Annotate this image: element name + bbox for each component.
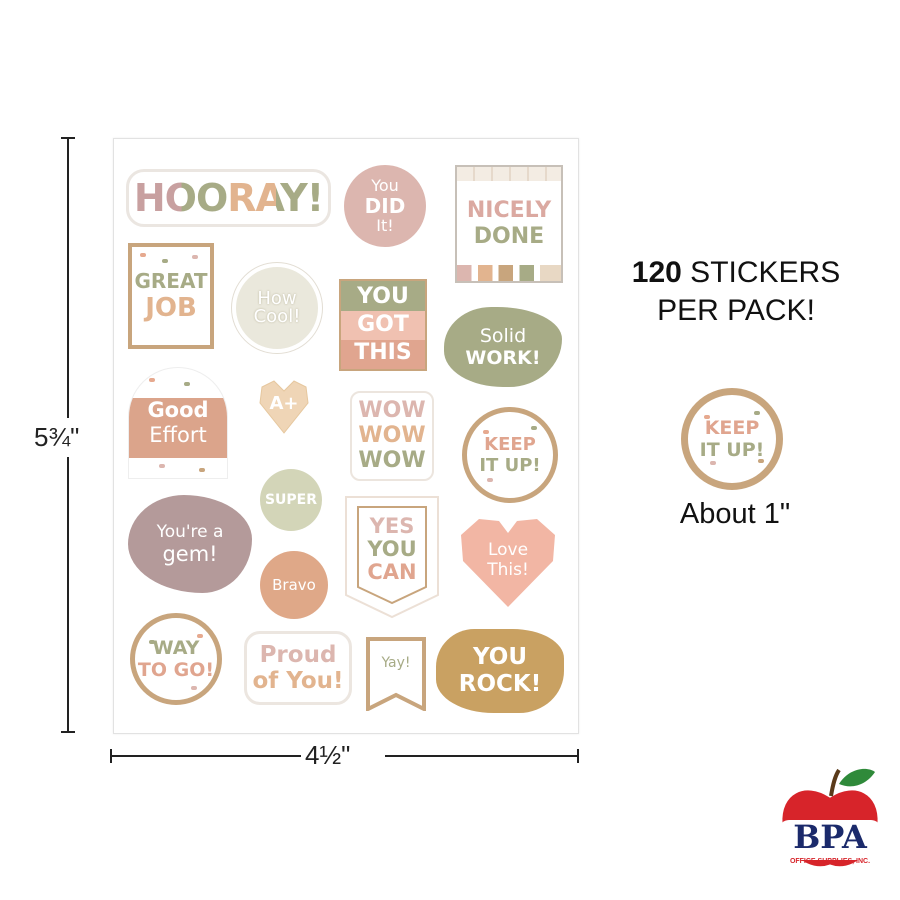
sample-size-label: About 1": [679, 498, 791, 530]
heart-shape-icon: [259, 380, 309, 434]
sticker-a-plus: A+: [258, 379, 310, 435]
sticker-solid-work-line1: Solid: [479, 324, 527, 347]
sticker-super: SUPER: [260, 469, 322, 531]
sticker-way-to-go: WAY TO GO!: [130, 613, 222, 705]
sticker-wow: WOW WOW WOW: [350, 391, 434, 481]
sticker-a-plus-text: A+: [269, 393, 299, 414]
sticker-youre-a-gem-line2: gem!: [162, 541, 218, 566]
pennant-shape-icon: [345, 496, 439, 619]
sample-sticker-keep-it-up: KEEP IT UP!: [681, 388, 783, 490]
pack-info-line1-rest: STICKERS: [681, 256, 841, 289]
sticker-you-did-it-line3: It!: [376, 216, 394, 235]
logo-name: BPA: [793, 818, 867, 856]
sticker-good-effort-line2: Effort: [149, 423, 207, 447]
sticker-yes-you-can-line2: YOU: [367, 537, 417, 562]
sticker-good-effort: Good Effort: [128, 367, 228, 479]
sticker-keep-it-up-line1: KEEP: [484, 433, 536, 455]
pack-count: 120: [631, 256, 682, 289]
sample-sticker-line1: KEEP: [704, 416, 760, 439]
sticker-proud-of-you: Proud of You!: [244, 631, 352, 705]
width-dimension-cap-right: [577, 749, 579, 763]
sticker-yes-you-can-line1: YES: [369, 514, 415, 538]
sticker-wow-line1: WOW: [358, 398, 426, 423]
sticker-nicely-done: NICELY DONE: [455, 165, 563, 283]
sticker-super-text: SUPER: [264, 492, 318, 508]
sticker-solid-work: Solid WORK!: [444, 307, 562, 387]
sticker-how-cool: How Cool!: [232, 263, 322, 353]
sticker-solid-work-line2: WORK!: [465, 346, 541, 369]
sticker-keep-it-up: KEEP IT UP!: [462, 407, 558, 503]
sticker-proud-of-you-line2: of You!: [252, 667, 344, 694]
sticker-hooray-text: HOORAY!: [133, 176, 324, 220]
height-dimension-cap-top: [61, 137, 75, 139]
sticker-love-this-line1: Love: [487, 540, 529, 560]
sticker-way-to-go-line2: TO GO!: [137, 658, 215, 681]
pack-info: 120 STICKERS PER PACK!: [606, 254, 866, 329]
sticker-you-got-this-line3: THIS: [354, 340, 412, 365]
sticker-great-job-line1: GREAT: [134, 269, 208, 293]
sample-sticker-line2: IT UP!: [699, 438, 765, 461]
sticker-you-rock-line1: YOU: [472, 644, 528, 670]
sticker-keep-it-up-line2: IT UP!: [479, 454, 541, 476]
sticker-hooray: HOORAY!: [126, 169, 331, 227]
sticker-way-to-go-line1: WAY: [152, 636, 200, 659]
sticker-you-rock-line2: ROCK!: [458, 671, 542, 697]
sticker-bravo: Bravo: [260, 551, 328, 619]
pennant-shape-icon: [366, 637, 426, 713]
sticker-how-cool-line2: Cool!: [253, 306, 301, 327]
sticker-yes-you-can-line3: CAN: [367, 560, 417, 585]
sticker-youre-a-gem-line1: You're a: [156, 521, 224, 542]
sticker-wow-line2: WOW: [358, 423, 426, 448]
sticker-love-this: Love This!: [459, 515, 557, 609]
sticker-you-rock: YOU ROCK!: [436, 629, 564, 713]
logo-subtitle: OFFICE SUPPLIES, INC.: [789, 858, 871, 865]
width-dimension-line-left: [111, 755, 301, 757]
apple-logo-icon: [779, 768, 881, 870]
height-label: 5¾": [34, 418, 80, 457]
sticker-wow-line3: WOW: [358, 448, 426, 473]
sticker-you-got-this: YOU GOT THIS: [339, 279, 427, 371]
pack-info-line1: 120 STICKERS: [606, 254, 866, 292]
sticker-you-got-this-line2: GOT: [357, 312, 409, 337]
sticker-bravo-text: Bravo: [272, 575, 316, 594]
heart-shape-icon: [461, 519, 555, 607]
sticker-nicely-done-line1: NICELY: [466, 198, 552, 223]
sticker-nicely-done-line2: DONE: [473, 224, 545, 249]
sticker-good-effort-line1: Good: [147, 398, 209, 422]
sticker-you-did-it-line2: DID: [364, 194, 406, 218]
sticker-great-job-line2: JOB: [145, 293, 197, 323]
width-label: 4½": [305, 740, 351, 771]
sticker-you-did-it-line1: You: [371, 176, 399, 195]
sticker-great-job: GREAT JOB: [128, 243, 214, 349]
sticker-yay: Yay!: [366, 637, 426, 713]
sticker-love-this-line2: This!: [487, 559, 529, 580]
sticker-sheet: HOORAY! You DID It! NICELY DONE GREAT JO…: [113, 138, 579, 734]
sticker-how-cool-line1: How: [257, 288, 297, 309]
sticker-yes-you-can: YES YOU CAN: [344, 495, 440, 619]
sticker-youre-a-gem: You're a gem!: [128, 495, 252, 593]
sticker-yay-text: Yay!: [381, 655, 411, 671]
pack-info-line2: PER PACK!: [657, 293, 815, 327]
sticker-you-got-this-line1: YOU: [357, 284, 409, 309]
width-dimension-cap-left: [110, 749, 112, 763]
height-dimension-cap-bottom: [61, 731, 75, 733]
sticker-proud-of-you-line1: Proud: [259, 641, 337, 668]
sticker-you-did-it: You DID It!: [344, 165, 426, 247]
width-dimension-line-right: [385, 755, 578, 757]
bpa-logo: BPA OFFICE SUPPLIES, INC.: [775, 762, 885, 882]
